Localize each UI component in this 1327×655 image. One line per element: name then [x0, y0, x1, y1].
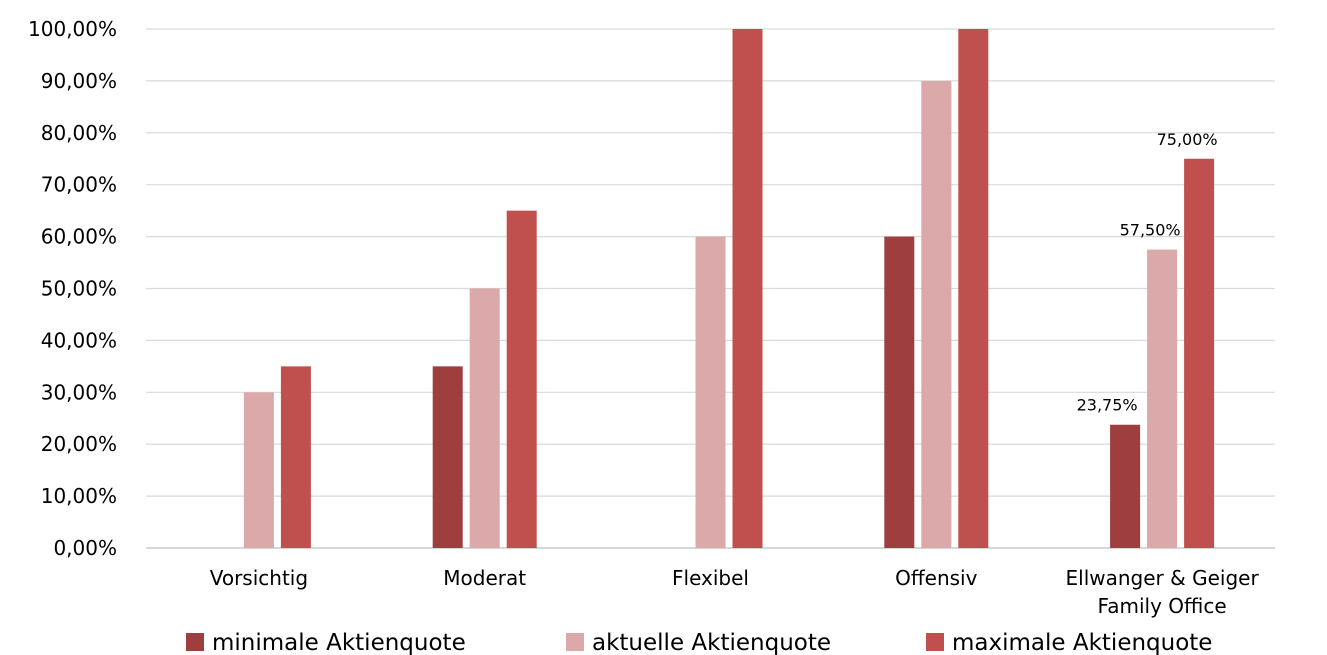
y-tick-label: 90,00% — [41, 69, 117, 93]
y-tick-label: 30,00% — [41, 380, 117, 404]
legend-label: aktuelle Aktienquote — [592, 630, 831, 655]
y-tick-label: 10,00% — [41, 484, 117, 508]
bar — [506, 210, 537, 548]
bar — [1110, 424, 1141, 548]
y-tick-label: 20,00% — [41, 432, 117, 456]
bar — [432, 366, 463, 548]
bar — [280, 366, 311, 548]
bar — [243, 392, 274, 548]
x-category-label: Ellwanger & Geiger — [1066, 566, 1260, 590]
legend-swatch — [926, 633, 944, 651]
y-tick-label: 40,00% — [41, 328, 117, 352]
legend-swatch — [566, 633, 584, 651]
x-axis-category-labels: Vorsichtig Moderat Flexibel Offensiv Ellwang… — [210, 566, 1260, 618]
legend-label: minimale Aktienquote — [212, 630, 466, 655]
bars — [243, 29, 1215, 549]
legend: minimale Aktienquote aktuelle Aktienquote… — [186, 630, 1212, 655]
y-axis-tick-labels: 0,00% 10,00% 20,00% 30,00% 40,00% 50,00% 60,00… — [28, 17, 117, 560]
data-label: 57,50% — [1120, 221, 1181, 240]
bar — [884, 236, 915, 548]
bar — [469, 288, 500, 548]
legend-label: maximale Aktienquote — [952, 630, 1212, 655]
data-labels: 23,75% 57,50% 75,00% — [1077, 130, 1218, 415]
x-category-label: Family Office — [1098, 594, 1227, 618]
x-category-label: Vorsichtig — [210, 566, 308, 590]
x-category-label: Offensiv — [895, 566, 977, 590]
y-tick-label: 60,00% — [41, 225, 117, 249]
bar — [695, 236, 726, 548]
legend-swatch — [186, 633, 204, 651]
bar — [732, 29, 763, 548]
bar — [958, 29, 989, 548]
y-tick-label: 70,00% — [41, 173, 117, 197]
data-label: 23,75% — [1077, 396, 1138, 415]
x-category-label: Flexibel — [672, 566, 749, 590]
y-tick-label: 0,00% — [53, 536, 117, 560]
x-category-label: Moderat — [443, 566, 526, 590]
y-tick-label: 100,00% — [28, 17, 117, 41]
data-label: 75,00% — [1157, 130, 1218, 149]
y-tick-label: 80,00% — [41, 121, 117, 145]
bar — [1184, 158, 1215, 548]
y-tick-label: 50,00% — [41, 277, 117, 301]
bar — [1147, 249, 1178, 548]
bar — [921, 80, 952, 549]
